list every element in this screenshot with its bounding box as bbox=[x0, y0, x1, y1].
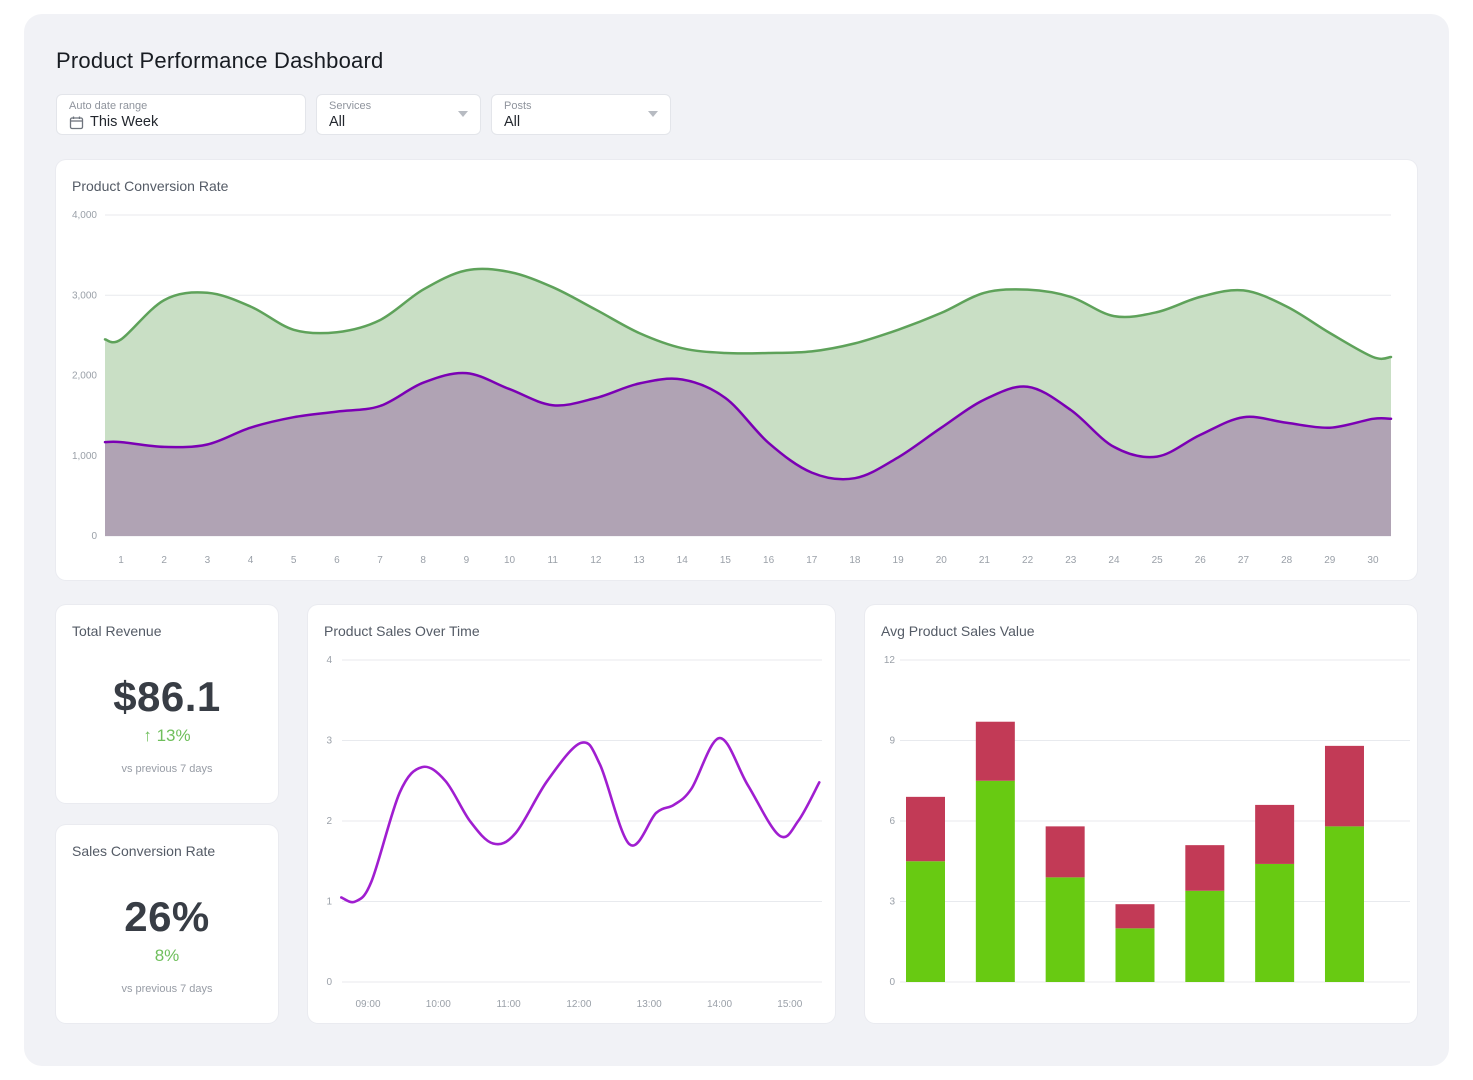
svg-text:16: 16 bbox=[763, 555, 775, 566]
sales-conversion-rate-delta: 8% bbox=[154, 946, 180, 965]
product-sales-over-time-title: Product Sales Over Time bbox=[324, 623, 480, 639]
svg-text:29: 29 bbox=[1324, 555, 1336, 566]
services-label: Services bbox=[329, 100, 372, 112]
services-filter[interactable]: Services All bbox=[316, 94, 481, 135]
svg-text:10:00: 10:00 bbox=[426, 999, 451, 1010]
date-range-value: This Week bbox=[90, 114, 159, 130]
svg-text:1,000: 1,000 bbox=[72, 451, 97, 462]
svg-text:4: 4 bbox=[248, 555, 254, 566]
svg-text:14:00: 14:00 bbox=[707, 999, 732, 1010]
svg-text:1: 1 bbox=[118, 555, 124, 566]
avg-product-sales-value-title: Avg Product Sales Value bbox=[881, 623, 1035, 639]
svg-text:22: 22 bbox=[1022, 555, 1034, 566]
svg-text:20: 20 bbox=[936, 555, 948, 566]
svg-text:3: 3 bbox=[326, 736, 332, 747]
date-range-label: Auto date range bbox=[69, 100, 148, 112]
svg-text:09:00: 09:00 bbox=[355, 999, 380, 1010]
avg-product-sales-value-card: Avg Product Sales Value 0 3 6 9 12 bbox=[865, 605, 1417, 1023]
svg-text:4: 4 bbox=[326, 655, 332, 666]
svg-text:30: 30 bbox=[1367, 555, 1379, 566]
svg-text:3: 3 bbox=[205, 555, 211, 566]
posts-filter[interactable]: Posts All bbox=[491, 94, 671, 135]
svg-text:12:00: 12:00 bbox=[566, 999, 591, 1010]
svg-text:7: 7 bbox=[377, 555, 383, 566]
date-range-filter[interactable]: Auto date range This Week bbox=[56, 94, 306, 135]
svg-text:19: 19 bbox=[893, 555, 905, 566]
posts-value: All bbox=[504, 114, 521, 130]
svg-text:23: 23 bbox=[1065, 555, 1077, 566]
svg-text:13: 13 bbox=[634, 555, 646, 566]
svg-text:11: 11 bbox=[548, 555, 559, 566]
svg-text:3: 3 bbox=[889, 897, 895, 908]
dashboard: Product Performance Dashboard Auto date … bbox=[24, 14, 1449, 1066]
svg-text:0: 0 bbox=[889, 977, 895, 988]
page-title: Product Performance Dashboard bbox=[56, 48, 384, 73]
svg-text:3,000: 3,000 bbox=[72, 290, 97, 301]
sales-line-chart: 0 1 2 3 4 09:00 10:00 11:00 12:00 13:00 14:00 15:00 bbox=[326, 655, 822, 1010]
avg-sales-bar-chart: 0 3 6 9 12 bbox=[884, 655, 1410, 988]
svg-text:0: 0 bbox=[91, 531, 97, 542]
total-revenue-card: Total Revenue $86.1 ↑ 13% vs previous 7 … bbox=[56, 605, 278, 803]
svg-text:6: 6 bbox=[334, 555, 340, 566]
svg-text:0: 0 bbox=[326, 977, 332, 988]
svg-text:11:00: 11:00 bbox=[496, 999, 521, 1010]
posts-label: Posts bbox=[504, 100, 532, 112]
svg-text:10: 10 bbox=[504, 555, 516, 566]
svg-text:26: 26 bbox=[1195, 555, 1207, 566]
total-revenue-value: $86.1 bbox=[113, 673, 221, 720]
product-conversion-rate-card: Product Conversion Rate 0 1,000 2,000 3,000… bbox=[56, 160, 1417, 580]
svg-text:4,000: 4,000 bbox=[72, 210, 97, 221]
svg-text:17: 17 bbox=[806, 555, 818, 566]
total-revenue-footnote: vs previous 7 days bbox=[121, 763, 213, 775]
svg-text:18: 18 bbox=[849, 555, 861, 566]
sales-conversion-rate-footnote: vs previous 7 days bbox=[121, 983, 213, 995]
svg-text:12: 12 bbox=[590, 555, 602, 566]
svg-text:2,000: 2,000 bbox=[72, 371, 97, 382]
svg-text:14: 14 bbox=[677, 555, 689, 566]
product-conversion-rate-title: Product Conversion Rate bbox=[72, 178, 229, 194]
sales-conversion-rate-title: Sales Conversion Rate bbox=[72, 843, 216, 859]
svg-text:15: 15 bbox=[720, 555, 732, 566]
product-sales-over-time-card: Product Sales Over Time 0 1 2 3 4 09:00 10:00 1… bbox=[308, 605, 835, 1023]
svg-text:27: 27 bbox=[1238, 555, 1250, 566]
svg-text:15:00: 15:00 bbox=[777, 999, 802, 1010]
svg-text:28: 28 bbox=[1281, 555, 1293, 566]
chevron-down-icon bbox=[648, 111, 658, 117]
sales-conversion-rate-value: 26% bbox=[124, 893, 210, 940]
svg-text:1: 1 bbox=[326, 897, 332, 908]
svg-text:13:00: 13:00 bbox=[637, 999, 662, 1010]
svg-text:21: 21 bbox=[979, 555, 991, 566]
svg-text:2: 2 bbox=[326, 816, 332, 827]
svg-text:12: 12 bbox=[884, 655, 896, 666]
svg-text:9: 9 bbox=[464, 555, 470, 566]
calendar-icon bbox=[69, 116, 84, 130]
svg-text:5: 5 bbox=[291, 555, 297, 566]
svg-text:24: 24 bbox=[1108, 555, 1120, 566]
svg-text:6: 6 bbox=[889, 816, 895, 827]
svg-text:2: 2 bbox=[161, 555, 167, 566]
svg-text:9: 9 bbox=[889, 736, 895, 747]
total-revenue-delta: ↑ 13% bbox=[143, 726, 191, 745]
total-revenue-title: Total Revenue bbox=[72, 623, 162, 639]
svg-text:25: 25 bbox=[1152, 555, 1164, 566]
svg-text:8: 8 bbox=[420, 555, 426, 566]
sales-conversion-rate-card: Sales Conversion Rate 26% 8% vs previous… bbox=[56, 825, 278, 1023]
services-value: All bbox=[329, 114, 346, 130]
chevron-down-icon bbox=[458, 111, 468, 117]
